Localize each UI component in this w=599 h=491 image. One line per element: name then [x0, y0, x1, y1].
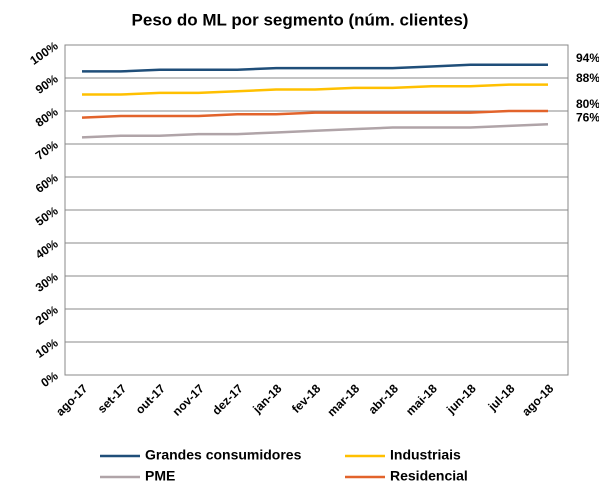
x-tick-label: jan-18	[249, 381, 284, 416]
y-tick-label: 30%	[33, 269, 61, 294]
x-tick-label: dez-17	[209, 381, 246, 418]
x-tick-label: jun-18	[443, 381, 479, 417]
y-tick-label: 100%	[27, 38, 60, 67]
legend-label: PME	[145, 468, 175, 484]
series-line	[82, 63, 548, 73]
data-label: 88%	[576, 71, 599, 85]
x-tick-label: mar-18	[324, 381, 362, 419]
chart-title: Peso do ML por segmento (núm. clientes)	[132, 10, 469, 29]
legend-label: Grandes consumidores	[145, 447, 302, 463]
y-tick-label: 40%	[33, 236, 61, 261]
x-tick-label: ago-17	[53, 381, 90, 418]
y-tick-label: 0%	[38, 368, 61, 390]
x-tick-label: fev-18	[289, 381, 324, 416]
y-tick-label: 90%	[33, 71, 61, 96]
series-line	[81, 122, 549, 139]
y-tick-label: 70%	[33, 137, 61, 162]
x-tick-label: out-17	[133, 381, 169, 417]
y-tick-label: 80%	[33, 104, 61, 129]
y-tick-label: 50%	[33, 203, 61, 228]
legend-label: Residencial	[390, 468, 468, 484]
data-label: 80%	[576, 97, 599, 111]
x-tick-label: ago-18	[519, 381, 556, 418]
series-line	[82, 83, 548, 96]
x-tick-label: mai-18	[403, 381, 440, 418]
series-line	[81, 109, 548, 119]
x-tick-label: nov-17	[170, 381, 207, 418]
x-tick-label: jul-18	[485, 381, 518, 414]
x-tick-label: set-17	[95, 381, 130, 416]
data-label: 76%	[576, 110, 599, 124]
x-tick-label: abr-18	[366, 381, 402, 417]
y-tick-label: 10%	[33, 335, 61, 360]
legend-label: Industriais	[390, 447, 461, 463]
data-label: 94%	[576, 51, 599, 65]
y-tick-label: 60%	[33, 170, 61, 195]
y-tick-label: 20%	[33, 302, 61, 327]
